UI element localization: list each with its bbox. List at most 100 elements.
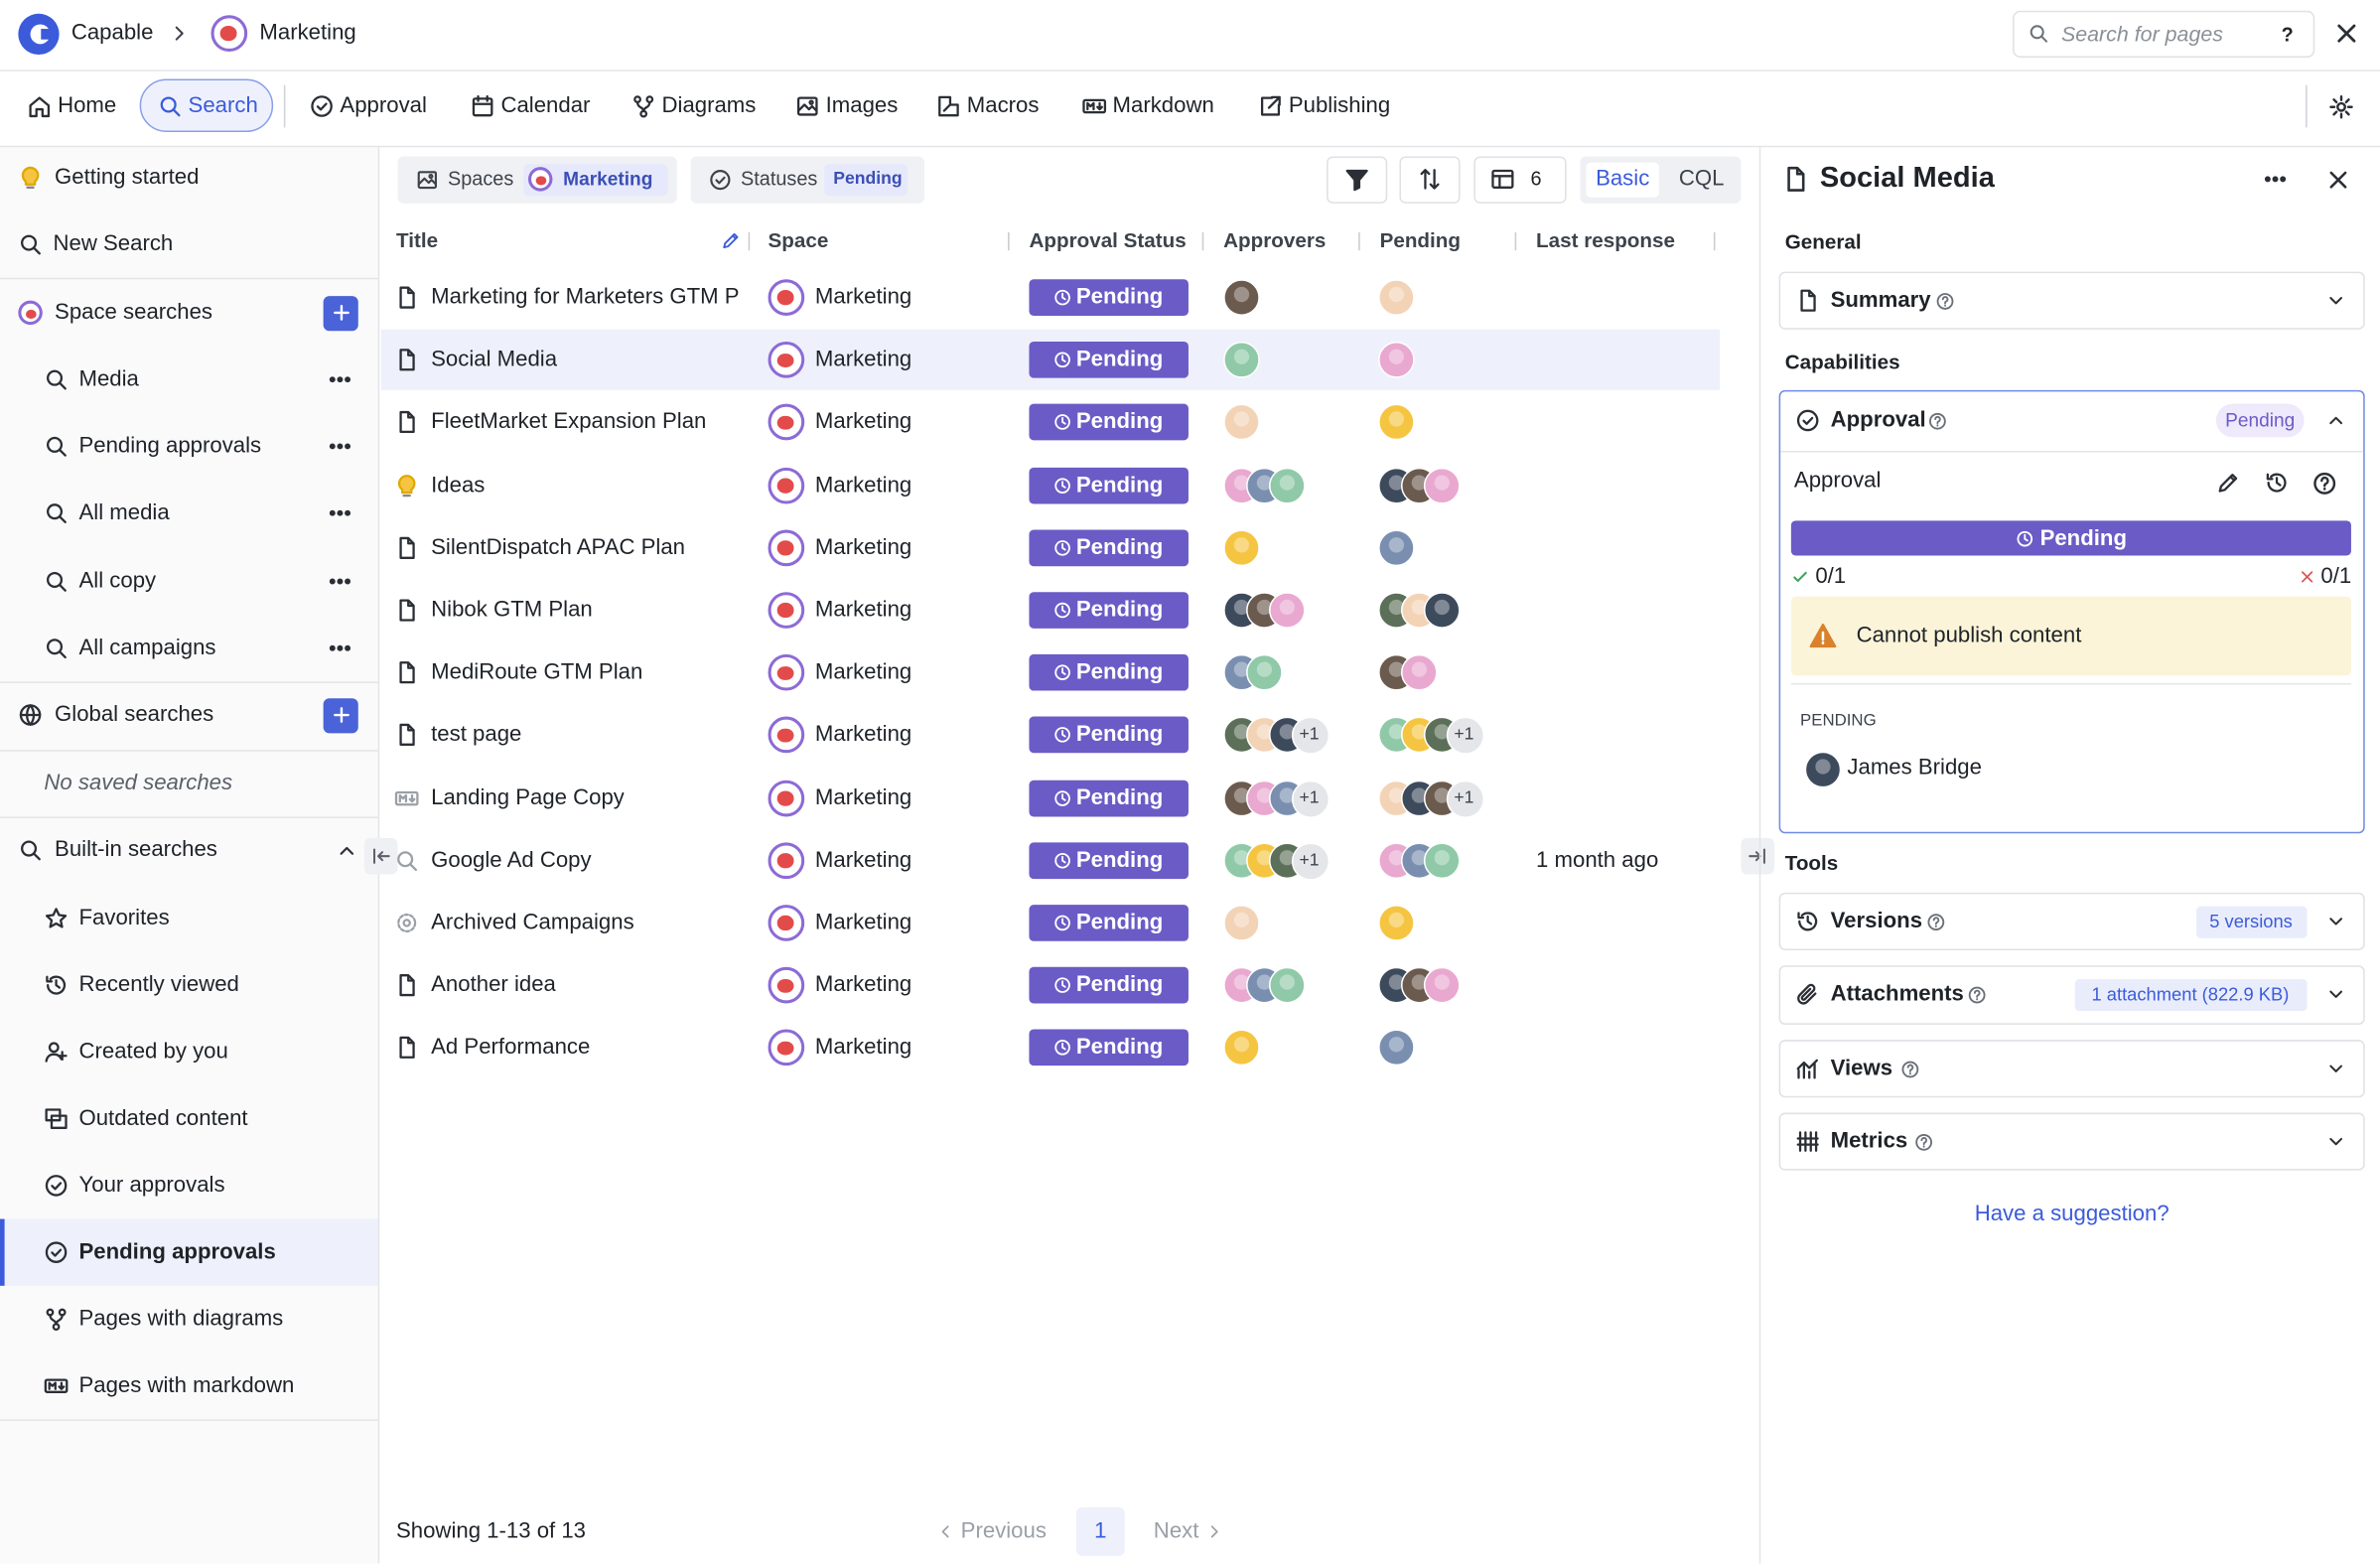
pagination-previous[interactable]: Previous (960, 1519, 1047, 1544)
pagination-next[interactable]: Next (1153, 1519, 1199, 1544)
sidebar-section[interactable]: Built-in searches (55, 837, 217, 863)
page-title[interactable]: MediRoute GTM Plan (431, 660, 643, 685)
sidebar-item[interactable]: Favorites (78, 906, 170, 931)
sidebar-section[interactable]: Global searches (55, 702, 214, 728)
divider (1008, 231, 1010, 251)
nav-icon (936, 94, 960, 118)
page-title[interactable]: Another idea (431, 973, 556, 998)
mode-option[interactable]: CQL (1678, 167, 1725, 192)
nav-icon (471, 94, 494, 118)
status-icon (1053, 351, 1071, 368)
divider (2306, 84, 2308, 128)
card[interactable] (1778, 1040, 2365, 1098)
sidebar-item[interactable]: Media (78, 366, 139, 392)
page-icon (394, 598, 418, 622)
nav-icon (631, 94, 655, 118)
nav-item[interactable]: Publishing (1288, 93, 1391, 119)
avatar-face (1411, 661, 1427, 678)
column-header[interactable]: Approvers (1223, 228, 1327, 252)
card[interactable] (1778, 892, 2365, 950)
nav-item[interactable]: Images (825, 93, 899, 119)
avatar (1423, 592, 1461, 629)
sidebar-item[interactable]: Pending approvals (78, 434, 262, 459)
breadcrumb-chevron (169, 23, 190, 44)
page-title[interactable]: SilentDispatch APAC Plan (431, 535, 686, 560)
mode-option[interactable]: Basic (1596, 167, 1650, 192)
card[interactable] (1778, 965, 2365, 1025)
card[interactable] (1778, 1112, 2365, 1171)
sidebar-item[interactable]: Recently viewed (78, 972, 239, 998)
nav-item[interactable]: Macros (966, 93, 1040, 119)
card[interactable] (1778, 389, 2365, 834)
sidebar-item[interactable]: All copy (78, 568, 157, 594)
toolbar-button[interactable] (1399, 156, 1461, 204)
page-title[interactable]: Social Media (431, 348, 558, 372)
sidebar-item[interactable]: Pending approvals (78, 1239, 276, 1265)
space-name: Marketing (814, 911, 912, 935)
approved-count: 0/1 (1815, 564, 1847, 590)
sidebar-item[interactable]: All campaigns (78, 636, 216, 660)
status-text: Pending (1075, 410, 1164, 435)
nav-item[interactable]: Approval (340, 93, 427, 119)
column-header[interactable]: Last response (1536, 228, 1675, 252)
status-icon (1053, 1039, 1071, 1057)
sidebar-item[interactable]: Getting started (55, 165, 200, 191)
space-icon (768, 342, 805, 378)
column-header[interactable]: Approval Status (1029, 228, 1187, 252)
sidebar-item[interactable]: Created by you (78, 1040, 228, 1065)
page-title[interactable]: Google Ad Copy (431, 848, 592, 873)
nav-item[interactable]: Search (188, 93, 258, 119)
avatar-more-bg (1291, 717, 1330, 756)
page-icon (394, 410, 418, 434)
avatar-more: +1 (1299, 788, 1320, 807)
space-icon (210, 15, 248, 52)
space-icon (768, 404, 805, 441)
page-title[interactable]: test page (431, 723, 522, 748)
sidebar-item[interactable]: Pages with diagrams (78, 1307, 284, 1332)
page-title[interactable]: Landing Page Copy (431, 785, 625, 810)
status-bar (1790, 520, 2351, 556)
space-icon (768, 905, 805, 941)
card[interactable] (1778, 271, 2365, 330)
sidebar-section[interactable]: Space searches (55, 300, 212, 326)
avatar-face (1388, 912, 1405, 928)
nav-item[interactable]: Diagrams (661, 93, 757, 119)
suggestion-link[interactable]: Have a suggestion? (1974, 1202, 2170, 1227)
sidebar-item[interactable]: Pages with markdown (78, 1373, 295, 1398)
status-text: Pending (1075, 723, 1164, 748)
nav-item[interactable]: Calendar (500, 93, 591, 119)
page-title[interactable]: Nibok GTM Plan (431, 598, 593, 623)
space-name: Marketing (814, 535, 912, 560)
page-title[interactable]: Archived Campaigns (431, 911, 634, 935)
card-title: Versions (1830, 909, 1923, 934)
page-title[interactable]: FleetMarket Expansion Plan (431, 410, 707, 435)
sidebar-item[interactable]: All media (78, 501, 170, 526)
page-title[interactable]: Marketing for Marketers GTM P (431, 285, 740, 310)
column-header[interactable]: Pending (1379, 228, 1461, 252)
divider (1758, 147, 1761, 1564)
approved-icon (1791, 568, 1809, 586)
nav-item[interactable]: Home (58, 93, 117, 119)
sidebar-icon (44, 1040, 68, 1064)
page-title[interactable]: Ideas (431, 473, 486, 498)
sidebar-item[interactable]: Your approvals (78, 1173, 225, 1199)
breadcrumb-app[interactable]: Capable (70, 21, 154, 46)
toolbar-button[interactable] (1473, 156, 1567, 204)
sidebar-icon (44, 1106, 68, 1130)
sidebar-item[interactable]: Outdated content (78, 1106, 248, 1131)
pending-label: PENDING (1800, 711, 1877, 731)
column-header[interactable]: Space (768, 228, 829, 252)
page-title[interactable]: Ad Performance (431, 1036, 591, 1061)
page-current[interactable] (1075, 1506, 1125, 1556)
nav-item[interactable]: Markdown (1112, 93, 1214, 119)
column-header[interactable]: Title (395, 228, 439, 252)
sidebar-item[interactable]: New Search (53, 231, 174, 257)
breadcrumb-space[interactable]: Marketing (259, 21, 356, 46)
divider (0, 816, 378, 818)
avatar-face (1434, 786, 1450, 803)
status-icon (1053, 663, 1071, 681)
divider (0, 70, 2380, 71)
space-name: Marketing (814, 660, 912, 685)
divider (1790, 682, 2351, 685)
search-box[interactable] (2013, 10, 2315, 59)
